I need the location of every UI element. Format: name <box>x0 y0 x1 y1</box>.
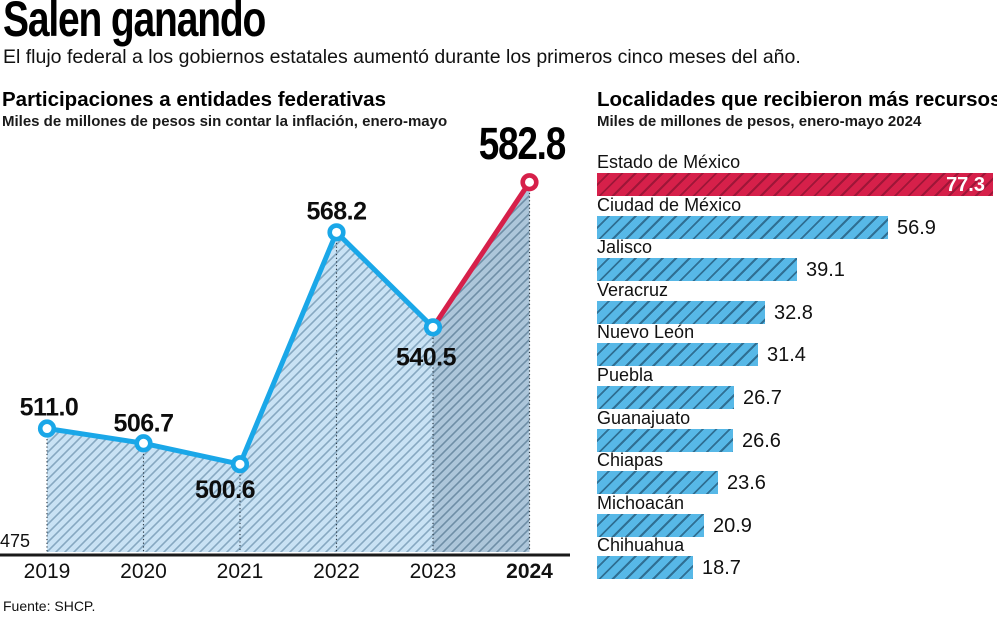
bar-value: 18.7 <box>702 557 741 580</box>
x-axis-label-2024: 2024 <box>506 560 553 583</box>
area-fill <box>47 232 433 552</box>
bar-value: 56.9 <box>897 216 936 239</box>
page-title: Salen ganando <box>3 0 266 47</box>
bar: 77.3 <box>597 173 993 196</box>
data-point-2023 <box>423 318 443 337</box>
bar <box>597 471 718 495</box>
x-axis <box>0 553 570 557</box>
source-note: Fuente: SHCP. <box>3 598 96 614</box>
bar-chart-subtitle: Miles de millones de pesos, enero-mayo 2… <box>597 113 922 130</box>
bar <box>597 300 765 324</box>
bar-track: 18.7 <box>597 556 997 580</box>
bar-category-label: Guanajuato <box>597 407 691 428</box>
line-chart-subtitle: Miles de millones de pesos sin contar la… <box>2 113 448 130</box>
bar <box>597 556 693 580</box>
data-label-2020: 506.7 <box>113 409 173 437</box>
data-label-2024: 582.8 <box>478 118 566 169</box>
bar-row-9: Michoacán 20.9 <box>597 492 997 537</box>
data-point-2024 <box>520 173 539 192</box>
bar <box>597 513 704 537</box>
bar-category-label: Puebla <box>597 364 654 385</box>
bar-category-label: Chihuahua <box>597 535 685 556</box>
bar-track: 32.8 <box>597 300 997 324</box>
bar-value: 23.6 <box>727 472 766 495</box>
bar <box>597 385 734 409</box>
bar-row-1: Estado de México 77.3 <box>597 153 997 196</box>
bar-chart-title: Localidades que recibieron más recursos <box>597 88 997 111</box>
x-axis-label-2019: 2019 <box>24 560 71 583</box>
bar-value: 32.8 <box>774 301 813 324</box>
bar-row-7: Guanajuato 26.6 <box>597 407 997 452</box>
x-axis-label-2020: 2020 <box>120 560 167 583</box>
bar-track: 26.6 <box>597 428 997 452</box>
data-point-2022 <box>327 223 346 242</box>
line-chart: 475 2019 2020 2021 2022 2023 2024 511.0 506.7 500… <box>0 173 570 583</box>
data-point-2019 <box>37 419 57 438</box>
page-subtitle: El flujo federal a los gobiernos estatal… <box>3 46 801 68</box>
bar-value: 26.6 <box>742 429 781 452</box>
bar-category-label: Michoacán <box>597 492 685 513</box>
bar <box>597 215 888 239</box>
bar-track: 20.9 <box>597 513 997 537</box>
data-label-2019: 511.0 <box>20 394 79 422</box>
data-point-2020 <box>134 434 153 453</box>
bar-value: 20.9 <box>713 514 752 537</box>
bar-track: 39.1 <box>597 258 997 282</box>
x-axis-label-2023: 2023 <box>410 560 457 583</box>
bar-track: 31.4 <box>597 343 997 367</box>
bar-row-3: Jalisco 39.1 <box>597 237 997 282</box>
bar-category-label: Veracruz <box>597 279 669 300</box>
bar-chart: Estado de México 77.3 Ciudad de México 56.9… <box>597 153 997 580</box>
bar-track: 56.9 <box>597 215 997 239</box>
bar-row-8: Chiapas 23.6 <box>597 450 997 495</box>
line-chart-title: Participaciones a entidades federativas <box>2 88 386 111</box>
y-axis-tick: 475 <box>0 531 30 551</box>
bar-category-label: Jalisco <box>597 237 653 258</box>
bar <box>597 343 758 367</box>
series-line-highlight <box>430 179 532 330</box>
bar <box>597 258 797 282</box>
data-point-2021 <box>230 455 250 474</box>
data-label-2023: 540.5 <box>396 343 457 371</box>
bar-value: 77.3 <box>946 174 985 196</box>
bar-category-label: Estado de México <box>597 152 741 172</box>
x-axis-label-2022: 2022 <box>313 560 360 583</box>
data-label-2022: 568.2 <box>306 197 366 225</box>
area-fill-highlight <box>433 182 530 552</box>
bar-value: 26.7 <box>743 386 782 409</box>
bar <box>597 428 733 452</box>
bar-row-10: Chihuahua 18.7 <box>597 535 997 580</box>
bar-value: 39.1 <box>806 259 845 282</box>
bar-category-label: Chiapas <box>597 450 664 471</box>
bar-row-4: Veracruz 32.8 <box>597 279 997 324</box>
bar-row-5: Nuevo León 31.4 <box>597 322 997 367</box>
x-axis-label-2021: 2021 <box>217 560 264 583</box>
bar-category-label: Ciudad de México <box>597 194 742 215</box>
bar-track: 23.6 <box>597 471 997 495</box>
bar-row-2: Ciudad de México 56.9 <box>597 194 997 239</box>
bar-row-6: Puebla 26.7 <box>597 364 997 409</box>
bar-track: 26.7 <box>597 385 997 409</box>
bar-track: 77.3 <box>597 173 997 196</box>
bar-category-label: Nuevo León <box>597 322 695 343</box>
data-label-2021: 500.6 <box>195 476 255 504</box>
bar-value: 31.4 <box>767 344 806 367</box>
